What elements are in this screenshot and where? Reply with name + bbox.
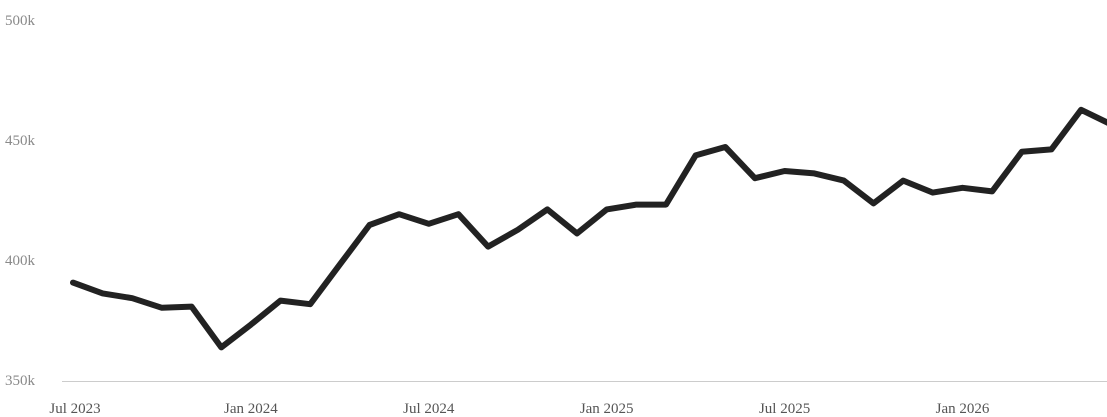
y-axis-ticks: 350k 400k 450k 500k (5, 13, 36, 389)
x-axis-ticks: Jul 2023 Jan 2024 Jul 2024 Jan 2025 Jul 2025… (49, 401, 990, 417)
x-tick-label: Jul 2025 (759, 401, 810, 417)
x-tick-label: Jan 2024 (224, 401, 278, 417)
x-tick-label: Jul 2023 (49, 401, 100, 417)
y-tick-label: 400k (5, 253, 36, 269)
y-tick-label: 350k (5, 373, 36, 389)
y-tick-label: 450k (5, 133, 36, 149)
series-line (70, 106, 1107, 351)
y-tick-label: 500k (5, 13, 36, 29)
x-tick-label: Jul 2024 (403, 401, 455, 417)
x-tick-label: Jan 2026 (936, 401, 990, 417)
series-layer (70, 106, 1107, 351)
x-tick-label: Jan 2025 (580, 401, 634, 417)
